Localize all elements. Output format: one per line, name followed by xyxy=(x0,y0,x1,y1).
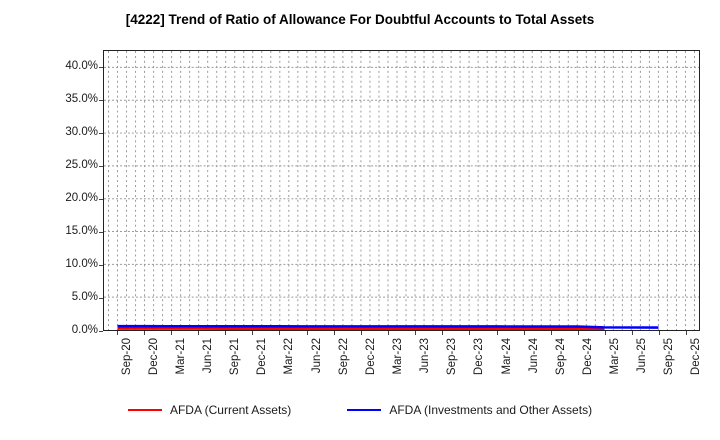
x-tick-mark xyxy=(442,331,444,335)
x-tick-label: Mar-21 xyxy=(174,338,187,375)
x-tick-label: Dec-20 xyxy=(147,338,160,376)
x-tick-label: Jun-23 xyxy=(419,338,432,374)
x-tick-label: Dec-23 xyxy=(473,338,486,376)
x-tick-mark xyxy=(415,331,417,335)
chart-legend: AFDA (Current Assets) AFDA (Investments a… xyxy=(0,403,720,417)
y-tick-mark xyxy=(99,264,103,266)
x-tick-label: Dec-21 xyxy=(256,338,269,376)
plot-area xyxy=(103,50,700,331)
x-tick-label: Jun-25 xyxy=(636,338,649,374)
x-tick-label: Mar-23 xyxy=(391,338,404,375)
x-tick-mark xyxy=(632,331,634,335)
x-tick-mark xyxy=(116,331,118,335)
y-tick-mark xyxy=(99,99,103,101)
x-tick-mark xyxy=(225,331,227,335)
x-tick-mark xyxy=(387,331,389,335)
x-tick-mark xyxy=(469,331,471,335)
x-tick-mark xyxy=(550,331,552,335)
x-tick-mark xyxy=(577,331,579,335)
x-tick-label: Jun-21 xyxy=(202,338,214,374)
legend-label: AFDA (Investments and Other Assets) xyxy=(389,403,593,417)
x-tick-label: Sep-22 xyxy=(337,338,350,376)
y-tick-mark xyxy=(99,297,103,299)
x-tick-mark xyxy=(306,331,308,335)
x-tick-mark xyxy=(686,331,688,335)
x-tick-mark xyxy=(198,331,199,335)
x-tick-label: Dec-25 xyxy=(690,338,703,376)
x-tick-label: Mar-24 xyxy=(500,338,513,375)
x-tick-label: Mar-25 xyxy=(609,338,621,375)
y-tick-mark xyxy=(99,66,103,68)
x-tick-mark xyxy=(143,331,145,335)
y-tick-mark xyxy=(99,231,103,233)
legend-color-swatch xyxy=(127,408,162,412)
y-tick-label: 20.0% xyxy=(65,191,98,204)
y-tick-mark xyxy=(99,331,103,332)
x-tick-mark xyxy=(252,331,254,335)
series-lines xyxy=(117,324,659,330)
x-tick-label: Sep-25 xyxy=(663,338,676,376)
legend-label: AFDA (Current Assets) xyxy=(169,403,292,417)
y-tick-mark xyxy=(99,165,103,167)
x-tick-label: Sep-21 xyxy=(229,338,242,376)
x-tick-mark xyxy=(360,331,362,335)
x-tick-label: Dec-22 xyxy=(364,338,377,376)
legend-entry[interactable]: AFDA (Investments and Other Assets) xyxy=(347,403,592,417)
y-tick-label: 40.0% xyxy=(65,59,98,72)
x-tick-label: Sep-24 xyxy=(554,338,567,376)
x-tick-mark xyxy=(605,331,606,335)
y-axis: 0.0% 5.0% 10.0% 15.0% 20.0% 25.0% 30.0% 35.0% 40… xyxy=(0,0,103,440)
y-tick-label: 25.0% xyxy=(65,158,98,171)
chart-title: [4222] Trend of Ratio of Allowance For D… xyxy=(125,12,595,27)
y-tick-label: 15.0% xyxy=(65,224,98,237)
y-tick-mark xyxy=(99,198,103,200)
y-tick-label: 35.0% xyxy=(65,92,98,105)
x-tick-label: Sep-20 xyxy=(120,338,133,376)
x-tick-label: Dec-24 xyxy=(581,338,594,376)
y-tick-label: 0.0% xyxy=(71,324,98,336)
x-tick-mark xyxy=(523,331,525,335)
x-tick-mark xyxy=(659,331,661,335)
legend-color-swatch xyxy=(347,408,382,412)
x-tick-label: Mar-22 xyxy=(283,338,296,375)
x-tick-mark xyxy=(170,331,172,335)
x-tick-mark xyxy=(279,331,281,335)
legend-entry[interactable]: AFDA (Current Assets) xyxy=(127,403,292,417)
x-tick-mark xyxy=(496,331,498,335)
y-tick-mark xyxy=(99,132,103,134)
y-tick-label: 10.0% xyxy=(65,257,98,270)
x-tick-mark xyxy=(333,331,335,335)
x-tick-label: Sep-23 xyxy=(446,338,459,376)
y-tick-label: 5.0% xyxy=(71,290,98,303)
x-tick-label: Jun-22 xyxy=(310,338,323,374)
x-tick-label: Jun-24 xyxy=(527,338,540,374)
y-tick-label: 30.0% xyxy=(65,125,98,138)
grid-lines xyxy=(104,51,699,330)
